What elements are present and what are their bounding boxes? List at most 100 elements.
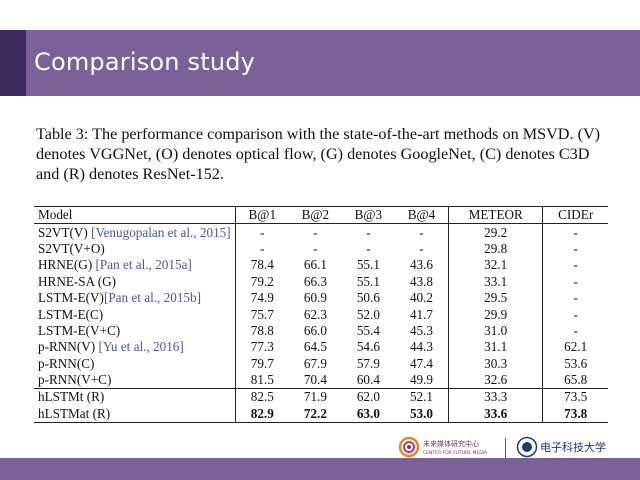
cell-b2: 72.2 bbox=[288, 405, 342, 424]
cell-cider: 62.1 bbox=[542, 339, 608, 356]
logo1-en-text: CENTER FOR FUTURE MEDIA bbox=[423, 450, 488, 456]
model-name: LSTM-E(V+C) bbox=[38, 322, 121, 338]
cell-b3: 62.0 bbox=[341, 388, 395, 406]
slide-title-bar bbox=[0, 30, 640, 96]
cell-cider: 73.5 bbox=[542, 388, 608, 406]
cell-b1: 81.5 bbox=[234, 371, 289, 389]
cell-model: LSTM-E(C) bbox=[34, 306, 235, 322]
table-row: LSTM-E(V)[Pan et al., 2015b] 74.9 60.9 50.6… bbox=[34, 289, 608, 307]
cell-b3: - bbox=[366, 240, 371, 256]
cell-meteor: 29.2 bbox=[448, 223, 543, 241]
cell-b3: - bbox=[366, 224, 371, 240]
cell-b1: 75.7 bbox=[234, 306, 289, 323]
cell-cider: - bbox=[542, 223, 608, 241]
header-b1: B@1 bbox=[234, 205, 289, 225]
cell-b2: - bbox=[313, 224, 318, 240]
cell-b1: 78.8 bbox=[234, 322, 289, 340]
cell-b1: - bbox=[234, 223, 289, 241]
citation-link[interactable]: [Yu et al., 2016] bbox=[98, 339, 184, 355]
cell-b2: 67.9 bbox=[303, 355, 327, 371]
header-b4: B@4 bbox=[394, 205, 449, 225]
header-b2: B@2 bbox=[288, 205, 342, 225]
cell-cider: - bbox=[542, 257, 608, 274]
logo1-cn-text: 未来媒体研究中心 bbox=[423, 439, 479, 448]
table-body: S2VT(V) [Venugopalan et al., 2015] - - - -29… bbox=[34, 223, 608, 424]
cell-cider: - bbox=[542, 273, 608, 290]
cell-b2: 60.9 bbox=[303, 290, 327, 306]
cell-meteor: 31.0 bbox=[448, 322, 543, 340]
cell-meteor: 33.3 bbox=[448, 388, 543, 406]
cell-model: HRNE(G) [Pan et al., 2015a] bbox=[34, 257, 235, 273]
table-row: LSTM-E(V+C) 78.8 66.0 55.4 45.3 31.0- bbox=[34, 322, 608, 340]
cell-model: S2VT(V) [Venugopalan et al., 2015] bbox=[34, 224, 235, 241]
cell-b4: 41.7 bbox=[409, 306, 434, 322]
cell-b2: 70.4 bbox=[303, 372, 327, 388]
cell-cider: 73.8 bbox=[542, 405, 608, 424]
cell-b4: 43.8 bbox=[409, 273, 434, 289]
cell-b2: 64.5 bbox=[303, 339, 327, 355]
cell-cider: - bbox=[542, 289, 608, 307]
cell-b4: 40.2 bbox=[409, 290, 434, 306]
cell-meteor: 29.5 bbox=[448, 289, 543, 307]
cell-model: p-RNN(V) [Yu et al., 2016] bbox=[34, 339, 235, 355]
cell-b2: 62.3 bbox=[303, 306, 327, 322]
cell-cider: 53.6 bbox=[542, 355, 608, 372]
cell-b3: 55.1 bbox=[356, 257, 380, 273]
cell-b3: 57.9 bbox=[356, 355, 380, 371]
cell-b3: 63.0 bbox=[341, 405, 395, 424]
cell-b2: 71.9 bbox=[288, 388, 342, 406]
model-name: HRNE(G) bbox=[38, 257, 96, 273]
table-row: S2VT(V) [Venugopalan et al., 2015] - - - -29… bbox=[34, 223, 608, 241]
cell-cider: - bbox=[542, 240, 608, 258]
citation-link[interactable]: [Pan et al., 2015b] bbox=[103, 290, 201, 306]
cell-meteor: 32.6 bbox=[448, 371, 543, 389]
cell-b3: 54.6 bbox=[356, 339, 380, 355]
cell-model: HRNE-SA (G) bbox=[34, 274, 235, 290]
model-name: p-RNN(V) bbox=[38, 339, 99, 355]
cell-b4: 47.4 bbox=[409, 355, 434, 371]
header-meteor: METEOR bbox=[448, 205, 543, 225]
model-name: hLSTMt (R) bbox=[38, 389, 105, 405]
cell-model: LSTM-E(V)[Pan et al., 2015b] bbox=[34, 290, 235, 306]
header-model: Model bbox=[34, 205, 236, 225]
cell-b2: - bbox=[313, 240, 318, 256]
cell-b1: 82.9 bbox=[234, 405, 289, 424]
cell-model: LSTM-E(V+C) bbox=[34, 323, 235, 339]
title-accent-block bbox=[0, 30, 26, 96]
cell-meteor: 32.1 bbox=[448, 257, 543, 274]
cell-meteor: 29.9 bbox=[448, 306, 543, 323]
cell-cider: 65.8 bbox=[542, 371, 608, 389]
citation-link[interactable]: [Venugopalan et al., 2015] bbox=[91, 224, 231, 240]
table-header-row: Model B@1 B@2 B@3 B@4 METEOR CIDEr bbox=[34, 205, 608, 225]
table-row: LSTM-E(C) 75.7 62.3 52.0 41.7 29.9- bbox=[34, 306, 608, 323]
cell-b2: 66.1 bbox=[303, 257, 327, 273]
table-row: HRNE(G) [Pan et al., 2015a] 78.4 66.1 55.1 4… bbox=[34, 257, 608, 274]
cell-meteor: 30.3 bbox=[448, 355, 543, 372]
model-name: p-RNN(V+C) bbox=[38, 372, 112, 388]
cell-b1: 79.7 bbox=[234, 355, 289, 372]
cell-meteor: 29.8 bbox=[448, 240, 543, 258]
uestc-logo: 电子科技大学 bbox=[516, 436, 606, 458]
cell-model: p-RNN(C) bbox=[34, 356, 235, 372]
model-name: p-RNN(C) bbox=[38, 355, 95, 371]
cell-b1: 78.4 bbox=[234, 257, 289, 274]
cell-meteor: 33.1 bbox=[448, 273, 543, 290]
future-media-emblem-icon bbox=[398, 436, 420, 458]
uestc-seal-icon bbox=[516, 436, 538, 458]
cell-meteor: 31.1 bbox=[448, 339, 543, 356]
cell-b4: - bbox=[419, 224, 424, 240]
cell-b1: - bbox=[234, 240, 289, 258]
cell-b4: 44.3 bbox=[409, 339, 434, 355]
citation-link[interactable]: [Pan et al., 2015a] bbox=[95, 257, 192, 273]
logo2-cn-text: 电子科技大学 bbox=[540, 440, 606, 454]
cell-model: hLSTMat (R) bbox=[34, 405, 236, 424]
cell-b4: 49.9 bbox=[409, 372, 434, 388]
cell-b3: 60.4 bbox=[356, 372, 380, 388]
cell-model: p-RNN(V+C) bbox=[34, 372, 235, 389]
table-row: S2VT(V+O) - - - -29.8- bbox=[34, 240, 608, 258]
table-row: hLSTMat (R) 82.9 72.2 63.0 53.0 33.6 73.8 bbox=[34, 405, 608, 424]
model-name: LSTM-E(V) bbox=[38, 290, 104, 306]
table-row: p-RNN(V) [Yu et al., 2016] 77.3 64.5 54.6 44… bbox=[34, 339, 608, 356]
model-name: S2VT(V) bbox=[38, 224, 92, 240]
cell-b1: 77.3 bbox=[234, 339, 289, 356]
